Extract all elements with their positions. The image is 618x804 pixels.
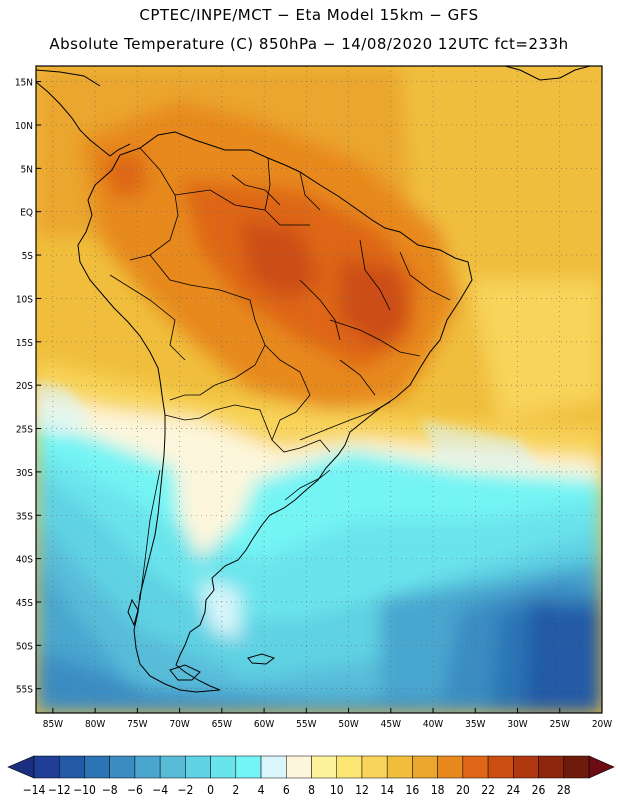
colorbar-label: 4 xyxy=(258,783,265,797)
colorbar xyxy=(7,755,615,779)
colorbar-lower-arrow xyxy=(7,755,35,779)
colorbar-swatch xyxy=(185,755,211,779)
colorbar-label: 6 xyxy=(283,783,290,797)
latitude-labels: 15N 10N 5N EQ 5S 10S 15S 20S 25S 30S 35S 40S 45S 50S 5… xyxy=(15,78,41,696)
colorbar-label: −12 xyxy=(48,783,71,797)
lat-label: 55S xyxy=(16,685,33,696)
colorbar-label: 26 xyxy=(532,783,546,797)
lat-label: 15N xyxy=(15,78,33,89)
lon-label: 40W xyxy=(423,719,443,730)
colorbar-swatch xyxy=(386,755,413,779)
colorbar-swatch xyxy=(109,755,136,779)
coastlines xyxy=(36,66,591,693)
colorbar-swatch xyxy=(286,755,312,779)
colorbar-label: 20 xyxy=(456,783,470,797)
colorbar-swatch xyxy=(84,755,110,779)
lat-label: EQ xyxy=(20,208,33,219)
colorbar-label: 10 xyxy=(330,783,344,797)
lat-label: 10N xyxy=(15,121,33,132)
lon-label: 50W xyxy=(338,719,358,730)
lon-label: 85W xyxy=(43,719,63,730)
title-line-2: Absolute Temperature (C) 850hPa − 14/08/… xyxy=(49,35,569,53)
colorbar-label: 8 xyxy=(308,783,315,797)
colorbar-label: 0 xyxy=(207,783,214,797)
colorbar-swatch xyxy=(210,755,237,779)
colorbar-swatch xyxy=(336,755,363,779)
lat-label: 25S xyxy=(16,425,33,436)
colorbar-label: 28 xyxy=(557,783,571,797)
colorbar-labels: −14 −12 −10 −8 −6 −4 −2 0 2 4 6 8 10 12 14 16 18 20 22 24 26… xyxy=(23,783,571,797)
lat-label: 5S xyxy=(22,251,34,262)
colorbar-label: 18 xyxy=(431,783,445,797)
colorbar-label: 12 xyxy=(355,783,369,797)
colorbar-label: −4 xyxy=(152,783,168,797)
colorbar-label: 24 xyxy=(506,783,520,797)
lat-label: 15S xyxy=(16,338,33,349)
colorbar-label: 16 xyxy=(406,783,420,797)
colorbar-label: 14 xyxy=(380,783,394,797)
lat-label: 45S xyxy=(16,598,33,609)
colorbar-label: −10 xyxy=(73,783,96,797)
colorbar-swatch xyxy=(513,755,539,779)
colorbar-label: 22 xyxy=(481,783,495,797)
lon-label: 60W xyxy=(254,719,274,730)
colorbar-swatch xyxy=(538,755,565,779)
colorbar-swatch xyxy=(437,755,464,779)
colorbar-label: −8 xyxy=(102,783,118,797)
colorbar-label: −6 xyxy=(127,783,143,797)
colorbar-swatch xyxy=(361,755,388,779)
lat-label: 5N xyxy=(21,164,33,175)
country-borders xyxy=(109,147,451,601)
lon-label: 70W xyxy=(169,719,189,730)
colorbar-swatch xyxy=(33,755,60,779)
colorbar-swatch xyxy=(134,755,161,779)
lon-label: 45W xyxy=(381,719,401,730)
temperature-field xyxy=(36,66,602,713)
lon-label: 55W xyxy=(296,719,316,730)
lat-label: 40S xyxy=(16,555,33,566)
colorbar-swatch xyxy=(159,755,186,779)
colorbar-label: 2 xyxy=(232,783,239,797)
lat-label: 35S xyxy=(16,511,33,522)
lat-label: 10S xyxy=(16,294,33,305)
colorbar-label: −14 xyxy=(23,783,46,797)
colorbar-swatch xyxy=(311,755,337,779)
colorbar-swatch xyxy=(462,755,489,779)
colorbar-swatch xyxy=(487,755,514,779)
colorbar-upper-arrow xyxy=(588,755,615,779)
lon-label: 20W xyxy=(592,719,612,730)
lon-label: 25W xyxy=(550,719,570,730)
lon-label: 75W xyxy=(127,719,147,730)
lon-label: 65W xyxy=(212,719,232,730)
colorbar-swatch xyxy=(412,755,438,779)
lat-label: 20S xyxy=(16,381,33,392)
longitude-labels: 85W 80W 75W 70W 65W 60W 55W 50W 45W 40W 35W 30W 25W 2… xyxy=(43,708,612,730)
lon-label: 30W xyxy=(507,719,527,730)
lat-label: 30S xyxy=(16,468,33,479)
lon-label: 80W xyxy=(85,719,105,730)
lat-label: 50S xyxy=(16,641,33,652)
lon-label: 35W xyxy=(465,719,485,730)
title-line-1: CPTEC/INPE/MCT − Eta Model 15km − GFS xyxy=(139,6,479,24)
map-frame xyxy=(35,65,603,714)
colorbar-swatch xyxy=(235,755,262,779)
colorbar-swatch xyxy=(260,755,287,779)
colorbar-swatch xyxy=(58,755,85,779)
colorbar-label: −2 xyxy=(177,783,193,797)
colorbar-swatch xyxy=(563,755,590,779)
